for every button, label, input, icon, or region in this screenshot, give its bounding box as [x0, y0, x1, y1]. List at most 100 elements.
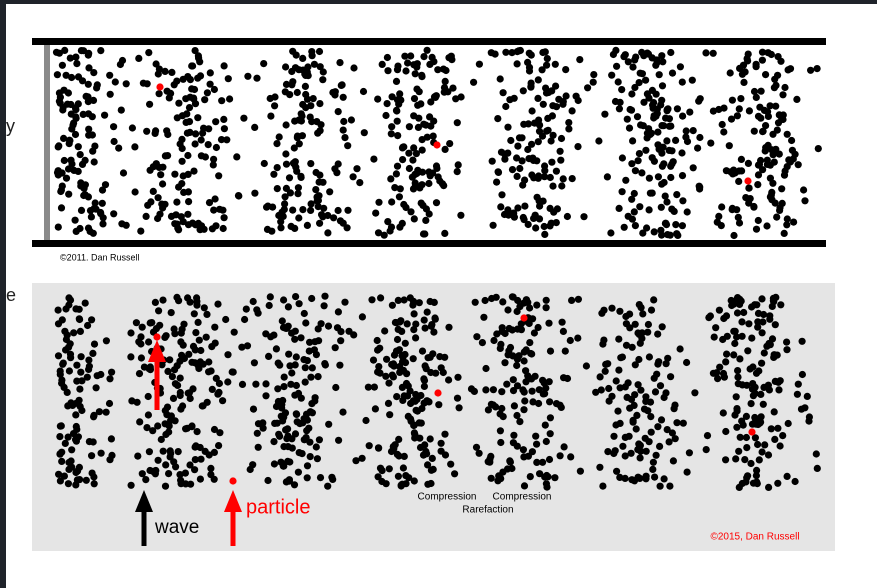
particle-dot	[758, 448, 766, 456]
particle-dot	[755, 456, 763, 464]
particle-dot	[364, 383, 372, 391]
particle-dot	[282, 63, 290, 71]
top-edge	[0, 0, 877, 4]
particle-dot	[65, 301, 73, 309]
particle-dot	[656, 382, 665, 390]
particle-dot	[506, 458, 514, 466]
particle-dot	[754, 318, 762, 326]
particle-dot	[663, 198, 671, 206]
particle-dot	[741, 456, 749, 464]
particle-dot	[489, 401, 497, 409]
particle-dot	[277, 218, 285, 226]
particle-dot	[614, 78, 622, 86]
particle-dot	[191, 140, 199, 148]
particle-dot	[548, 158, 556, 166]
particle-dot	[405, 123, 413, 131]
particle-dot	[663, 137, 671, 145]
particle-dot	[616, 307, 624, 315]
particle-dot	[754, 323, 762, 331]
particle-dot	[383, 100, 391, 108]
particle-dot	[312, 351, 320, 359]
particle-dot	[58, 169, 66, 177]
particle-dot	[55, 470, 63, 478]
particle-dot	[653, 109, 661, 117]
particle-dot	[131, 143, 139, 151]
particle-dot	[64, 89, 72, 97]
particle-dot	[303, 474, 311, 482]
particle-dot	[752, 93, 760, 101]
particle-dot	[618, 154, 627, 162]
particle-dot	[763, 222, 771, 230]
particle-dot	[752, 225, 761, 233]
particle-dot	[62, 174, 71, 182]
particle-dot	[145, 338, 153, 346]
particle-dot	[320, 302, 328, 310]
particle-dot	[669, 457, 678, 465]
particle-dot	[653, 58, 661, 66]
particle-dot	[278, 208, 286, 216]
particle-dot	[396, 368, 404, 376]
particle-dot	[249, 297, 257, 306]
particle-dot	[657, 203, 665, 211]
particle-dot	[74, 143, 82, 151]
particle-dot	[182, 480, 190, 488]
particle-dot	[132, 319, 140, 327]
particle-dot	[560, 374, 568, 382]
particle-dot	[509, 376, 517, 384]
particle-dot	[339, 219, 347, 227]
particle-dot	[290, 144, 298, 152]
particle-dot	[733, 112, 742, 120]
particle-dot	[210, 85, 218, 94]
particle-dot	[530, 174, 538, 182]
particle-dot	[546, 222, 554, 230]
particle-dot	[152, 60, 160, 68]
particle-dot	[660, 122, 668, 130]
particle-dot	[603, 173, 612, 181]
particle-dot	[300, 309, 308, 318]
particle-dot	[519, 386, 527, 394]
particle-dot	[282, 121, 290, 129]
particle-dot	[70, 329, 78, 337]
particle-dot	[377, 294, 385, 302]
particle-dot	[482, 386, 490, 394]
particle-dot	[303, 416, 311, 424]
particle-dot	[55, 97, 64, 105]
particle-dot	[370, 155, 378, 163]
particle-dot	[388, 301, 396, 309]
particle-dot	[74, 167, 82, 175]
particle-dot	[194, 114, 202, 122]
particle-dot	[427, 98, 435, 106]
particle-dot	[199, 402, 207, 410]
particle-dot	[609, 50, 618, 59]
particle-dot	[76, 151, 84, 159]
particle-dot	[68, 446, 76, 454]
particle-dot	[488, 157, 496, 165]
particle-dot	[515, 47, 523, 55]
particle-dot	[143, 80, 151, 88]
particle-dot	[497, 203, 505, 211]
particle-dot	[178, 180, 186, 188]
particle-dot	[615, 366, 623, 374]
particle-dot	[127, 329, 135, 337]
particle-dot	[793, 390, 802, 398]
particle-dot	[618, 86, 626, 94]
particle-dot	[60, 383, 68, 391]
particle-dot	[85, 64, 93, 72]
particle-dot	[301, 364, 309, 372]
particle-dot	[85, 125, 93, 133]
particle-dot	[350, 331, 358, 339]
particle-dot	[432, 369, 440, 377]
particle-dot	[229, 477, 237, 485]
particle-dot	[453, 394, 462, 402]
particle-dot	[729, 170, 737, 178]
particle-dot	[622, 176, 630, 184]
particle-dot	[601, 367, 609, 375]
particle-dot	[781, 83, 789, 92]
particle-dot	[370, 383, 378, 391]
particle-dot	[384, 399, 393, 407]
particle-dot	[76, 476, 84, 484]
particle-dot	[57, 422, 65, 430]
particle-dot	[637, 304, 645, 312]
particle-dot	[394, 62, 402, 70]
particle-dot	[508, 49, 516, 57]
